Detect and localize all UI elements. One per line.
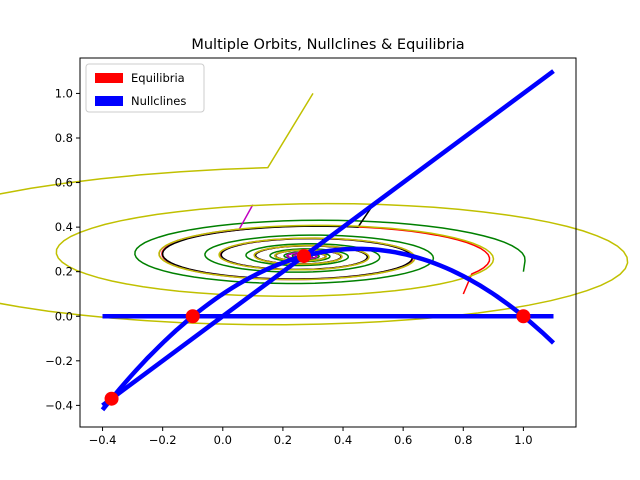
nullclines-layer bbox=[100, 69, 556, 412]
y-tick-label: −0.2 bbox=[45, 354, 73, 368]
x-ticks: −0.4 −0.2 0.0 0.2 0.4 0.6 0.8 1.0 bbox=[89, 427, 533, 447]
equilibrium-point bbox=[104, 391, 119, 406]
axes-frame bbox=[79, 57, 577, 428]
chart-title: Multiple Orbits, Nullclines & Equilibria bbox=[191, 37, 464, 53]
equilibrium-point bbox=[516, 309, 531, 324]
y-tick-label: −0.4 bbox=[45, 398, 73, 412]
y-tick-label: 0.2 bbox=[55, 265, 73, 279]
legend: Equilibria Nullclines bbox=[85, 63, 205, 113]
x-tick-label: 0.2 bbox=[274, 433, 292, 447]
y-tick-label: 0.8 bbox=[55, 131, 73, 145]
legend-label: Equilibria bbox=[131, 71, 185, 85]
x-tick-label: 0.0 bbox=[214, 433, 232, 447]
y-tick-label: 1.0 bbox=[55, 86, 73, 100]
x-tick-label: −0.2 bbox=[149, 433, 177, 447]
y-tick-label: 0.4 bbox=[55, 220, 73, 234]
equilibrium-point bbox=[296, 249, 311, 264]
y-tick-label: 0.6 bbox=[55, 176, 73, 190]
legend-swatch bbox=[95, 96, 123, 106]
legend-swatch bbox=[95, 73, 123, 83]
legend-label: Nullclines bbox=[131, 94, 186, 108]
equilibrium-point bbox=[185, 309, 200, 324]
nullcline-line bbox=[101, 69, 555, 408]
x-tick-label: 0.8 bbox=[454, 433, 472, 447]
orbit-line bbox=[0, 93, 629, 326]
orbits-layer bbox=[0, 93, 629, 326]
x-tick-label: 1.0 bbox=[514, 433, 532, 447]
x-tick-label: 0.6 bbox=[394, 433, 412, 447]
equilibria-layer bbox=[104, 249, 531, 406]
y-tick-label: 0.0 bbox=[55, 309, 73, 323]
x-tick-label: 0.4 bbox=[334, 433, 352, 447]
x-tick-label: −0.4 bbox=[89, 433, 117, 447]
nullcline-line bbox=[100, 246, 556, 412]
y-ticks: −0.4 −0.2 0.0 0.2 0.4 0.6 0.8 1.0 bbox=[45, 86, 80, 412]
